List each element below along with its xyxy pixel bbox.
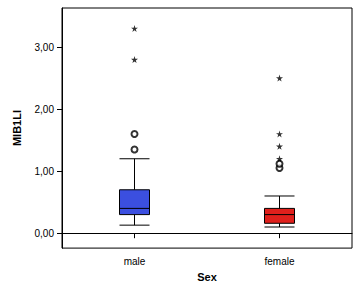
svg-text:3,00: 3,00 [35,42,55,53]
svg-text:female: female [264,256,294,267]
svg-text:Sex: Sex [197,271,217,283]
svg-text:1,00: 1,00 [35,166,55,177]
svg-text:male: male [124,256,146,267]
svg-text:MIB1LI: MIB1LI [11,110,23,146]
svg-text:2,00: 2,00 [35,104,55,115]
svg-text:0,00: 0,00 [35,228,55,239]
